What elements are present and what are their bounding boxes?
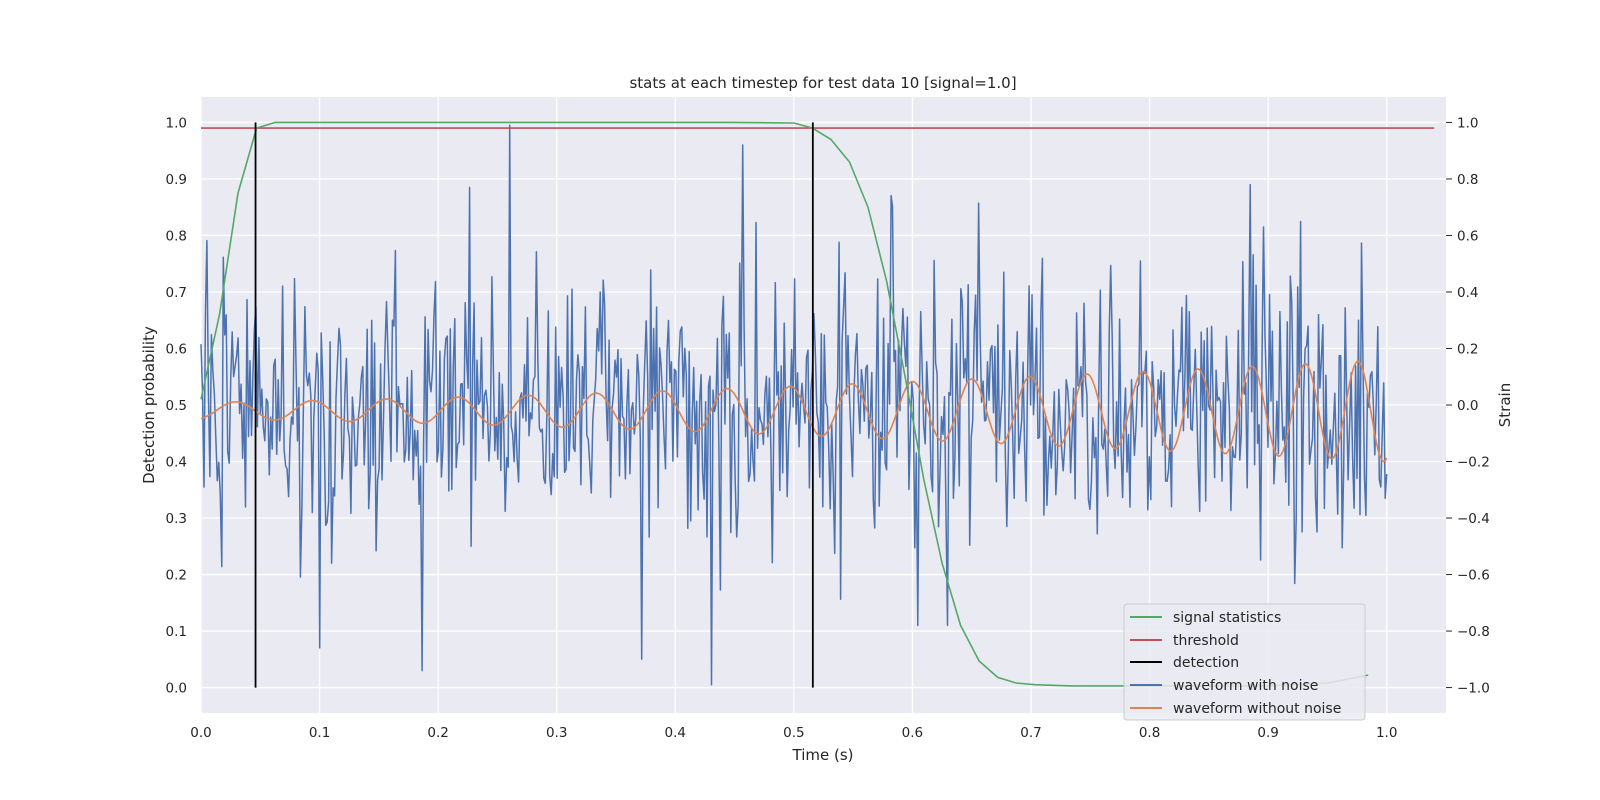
- waveform-without-noise-line: [200, 360, 1388, 463]
- y-tick-label: 0.2: [166, 568, 187, 584]
- x-tick-label: 0.5: [783, 725, 804, 741]
- y2-tick-label: −0.6: [1457, 568, 1490, 584]
- y2-tick-label: 0.2: [1457, 341, 1478, 357]
- signal-statistics-line: [200, 121, 1369, 687]
- legend-label-detection: detection: [1173, 655, 1239, 671]
- legend: signal statistics threshold detection wa…: [1123, 603, 1366, 721]
- x-tick-label: 0.3: [546, 725, 567, 741]
- waveform-with-noise-line: [200, 124, 1388, 686]
- legend-label-waveform-with-noise: waveform with noise: [1173, 678, 1318, 694]
- x-tick-label: 0.9: [1257, 725, 1278, 741]
- y-tick-label: 0.3: [166, 511, 187, 527]
- y-tick-label: 0.8: [166, 228, 187, 244]
- x-tick-label: 0.7: [1020, 725, 1041, 741]
- legend-label-threshold: threshold: [1173, 633, 1239, 649]
- legend-label-waveform-without-noise: waveform without noise: [1173, 701, 1341, 717]
- y-tick-label: 0.9: [166, 172, 187, 188]
- y2-tick-label: 0.8: [1457, 172, 1478, 188]
- y2-tick-label: −0.4: [1457, 511, 1490, 527]
- y-tick-label: 0.4: [166, 455, 187, 471]
- legend-box: [1123, 603, 1366, 721]
- y2-tick-label: −1.0: [1457, 681, 1490, 697]
- x-axis-label: Time (s): [792, 746, 854, 764]
- y-axis-label: Detection probability: [140, 326, 158, 484]
- y-tick-label: 0.0: [166, 681, 187, 697]
- y-tick-label: 0.7: [166, 285, 187, 301]
- y-tick-label: 1.0: [166, 115, 187, 131]
- x-tick-label: 0.4: [665, 725, 686, 741]
- y2-tick-label: 0.4: [1457, 285, 1478, 301]
- y2-tick-label: 1.0: [1457, 115, 1478, 131]
- y2-tick-label: −0.2: [1457, 455, 1490, 471]
- y-tick-label: 0.6: [166, 341, 187, 357]
- y2-tick-label: −0.8: [1457, 624, 1490, 640]
- y-tick-label: 0.5: [166, 398, 187, 414]
- y2-axis-label: Strain: [1496, 383, 1514, 427]
- x-tick-label: 0.8: [1139, 725, 1160, 741]
- chart-title: stats at each timestep for test data 10 …: [629, 74, 1016, 92]
- x-tick-label: 0.1: [309, 725, 330, 741]
- x-tick-label: 1.0: [1376, 725, 1397, 741]
- legend-label-signal-statistics: signal statistics: [1173, 610, 1281, 626]
- y-tick-label: 0.1: [166, 624, 187, 640]
- x-tick-label: 0.2: [427, 725, 448, 741]
- y2-tick-label: 0.6: [1457, 228, 1478, 244]
- tick-labels: 0.0 0.1 0.2 0.3 0.4 0.5 0.6 0.7 0.8 0.9 1.0 0.0 0.1 0…: [166, 115, 1490, 741]
- x-tick-label: 0.6: [902, 725, 923, 741]
- series-layer: [200, 121, 1435, 688]
- x-tick-label: 0.0: [190, 725, 211, 741]
- y2-tick-label: 0.0: [1457, 398, 1478, 414]
